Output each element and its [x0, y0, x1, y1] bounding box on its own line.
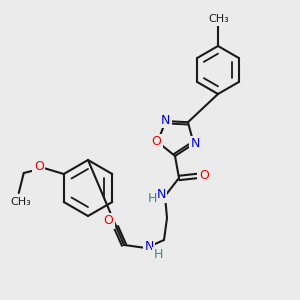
Text: H: H — [147, 193, 157, 206]
Text: O: O — [152, 135, 162, 148]
Text: N: N — [191, 137, 200, 150]
Text: O: O — [103, 214, 113, 227]
Text: N: N — [144, 241, 154, 254]
Text: N: N — [156, 188, 166, 202]
Text: CH₃: CH₃ — [208, 14, 230, 24]
Text: N: N — [161, 114, 170, 127]
Text: CH₃: CH₃ — [11, 197, 31, 207]
Text: O: O — [34, 160, 44, 172]
Text: O: O — [199, 169, 209, 182]
Text: H: H — [153, 248, 163, 262]
